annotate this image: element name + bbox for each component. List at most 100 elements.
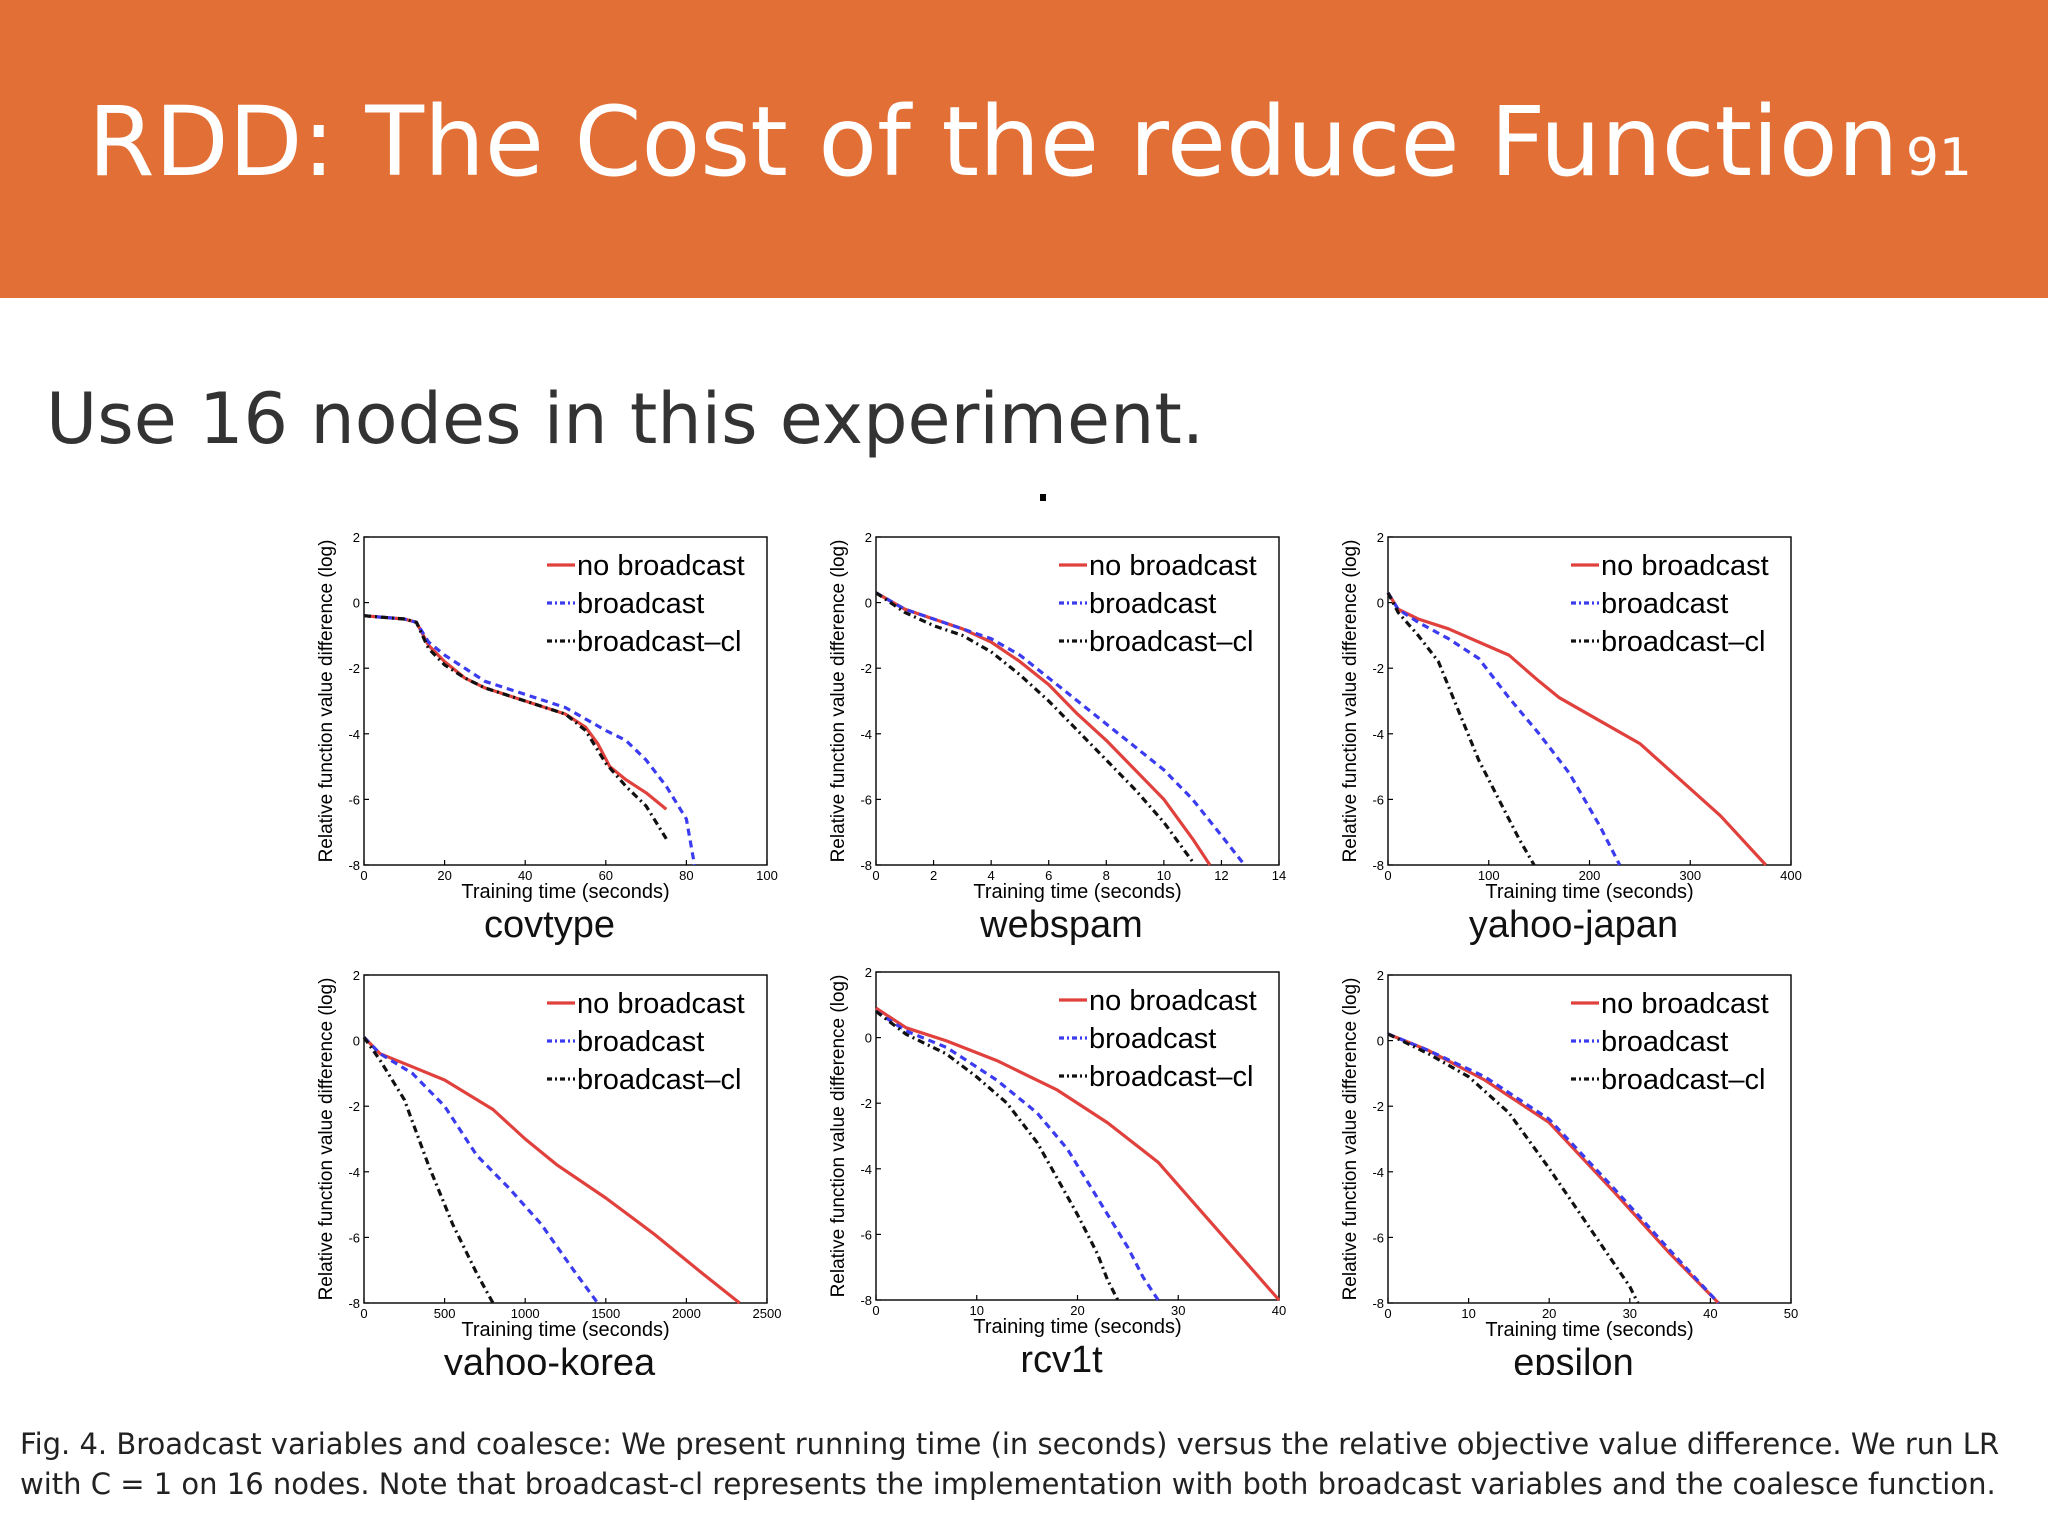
y-tick-label: 2 [865, 965, 872, 980]
x-tick-label: 8 [1103, 868, 1110, 883]
series-line-broadcast [875, 591, 1246, 866]
chart-title: webspam [979, 904, 1143, 946]
legend-label: broadcast [1089, 1023, 1216, 1055]
x-tick-label: 400 [1780, 868, 1802, 883]
plot-frame [875, 536, 1280, 866]
series-line-broadcast-cl [362, 1036, 495, 1304]
x-tick-label: 6 [1045, 868, 1052, 883]
x-axis-label: Training time (seconds) [973, 881, 1181, 903]
y-tick-label: -8 [860, 1293, 872, 1308]
y-tick-label: -6 [860, 792, 872, 807]
y-tick-label: 2 [353, 530, 360, 545]
y-tick-label: -8 [348, 1296, 360, 1311]
legend-label: no broadcast [577, 550, 745, 582]
title-bar: RDD: The Cost of the reduce Function 91 [0, 0, 2048, 298]
y-tick-label: -4 [860, 727, 872, 742]
legend-label: broadcast–cl [1601, 626, 1765, 658]
y-axis-label: Relative function value difference (log) [1340, 540, 1361, 863]
x-tick-label: 12 [1214, 868, 1228, 883]
series-line-broadcast-cl [1387, 1032, 1640, 1304]
x-tick-label: 10 [1157, 868, 1171, 883]
x-axis-label: Training time (seconds) [461, 881, 669, 903]
x-tick-label: 40 [518, 868, 532, 883]
x-tick-label: 0 [360, 1306, 367, 1321]
x-tick-label: 40 [1272, 1303, 1286, 1318]
y-tick-label: -6 [348, 792, 360, 807]
x-tick-label: 0 [1384, 1306, 1391, 1321]
plot-frame [875, 971, 1280, 1301]
x-tick-label: 2500 [753, 1306, 782, 1321]
x-tick-label: 300 [1679, 868, 1701, 883]
x-tick-label: 2 [930, 868, 937, 883]
y-tick-label: -2 [348, 1099, 360, 1114]
chart-title: yahoo-korea [444, 1342, 656, 1375]
figure-caption: Fig. 4. Broadcast variables and coalesce… [20, 1427, 2000, 1501]
x-tick-label: 30 [1623, 1306, 1637, 1321]
legend-label: broadcast [577, 1026, 704, 1058]
y-tick-label: 0 [353, 596, 360, 611]
x-tick-label: 30 [1171, 1303, 1185, 1318]
chart-title: epsilon [1513, 1342, 1633, 1375]
x-tick-label: 1000 [511, 1306, 540, 1321]
y-tick-label: -6 [348, 1230, 360, 1245]
slide-subtitle: Use 16 nodes in this experiment. [46, 378, 1205, 460]
x-tick-label: 20 [437, 868, 451, 883]
chart-title: yahoo-japan [1469, 904, 1678, 946]
x-tick-label: 500 [434, 1306, 456, 1321]
legend-label: broadcast [577, 588, 704, 620]
chart-title: covtype [484, 904, 615, 946]
legend-label: broadcast–cl [577, 1064, 741, 1096]
y-tick-label: 2 [353, 968, 360, 983]
series-line-no-broadcast [875, 1006, 1281, 1302]
y-tick-label: -2 [1372, 1099, 1384, 1114]
y-tick-label: 2 [1377, 968, 1384, 983]
legend-label: broadcast–cl [1089, 626, 1253, 658]
y-tick-label: 0 [1377, 596, 1384, 611]
series-line-broadcast-cl [875, 1010, 1120, 1301]
x-tick-label: 100 [756, 868, 778, 883]
slide-title: RDD: The Cost of the reduce Function [88, 86, 1899, 198]
y-tick-label: -8 [1372, 858, 1384, 873]
x-tick-label: 0 [872, 868, 879, 883]
y-tick-label: -8 [348, 858, 360, 873]
y-tick-label: -2 [1372, 661, 1384, 676]
x-tick-label: 60 [599, 868, 613, 883]
x-tick-label: 0 [1384, 868, 1391, 883]
y-tick-label: 2 [1377, 530, 1384, 545]
y-tick-label: 0 [1377, 1034, 1384, 1049]
y-tick-label: -4 [348, 1165, 360, 1180]
series-line-no-broadcast [1387, 1032, 1720, 1305]
y-tick-label: -2 [860, 661, 872, 676]
y-axis-label: Relative function value difference (log) [1340, 978, 1361, 1301]
y-tick-label: -6 [1372, 1230, 1384, 1245]
y-tick-label: -2 [860, 1096, 872, 1111]
plot-frame [1387, 536, 1792, 866]
legend-label: broadcast [1601, 588, 1728, 620]
x-tick-label: 20 [1542, 1306, 1556, 1321]
y-tick-label: -4 [1372, 727, 1384, 742]
legend-label: no broadcast [577, 988, 745, 1020]
legend-label: broadcast [1601, 1026, 1728, 1058]
y-axis-label: Relative function value difference (log) [316, 540, 337, 863]
y-tick-label: -4 [860, 1162, 872, 1177]
x-tick-label: 100 [1478, 868, 1500, 883]
y-tick-label: 2 [865, 530, 872, 545]
series-line-broadcast-cl [1386, 592, 1536, 866]
x-tick-label: 20 [1070, 1303, 1084, 1318]
plot-frame [363, 974, 768, 1304]
y-axis-label: Relative function value difference (log) [828, 975, 849, 1298]
y-tick-label: -4 [348, 727, 360, 742]
legend-label: no broadcast [1601, 988, 1769, 1020]
x-tick-label: 0 [872, 1303, 879, 1318]
x-axis-label: Training time (seconds) [1485, 1319, 1693, 1341]
series-line-no-broadcast [1386, 591, 1767, 867]
x-axis-label: Training time (seconds) [973, 1316, 1181, 1338]
x-tick-label: 50 [1784, 1306, 1798, 1321]
y-tick-label: -6 [860, 1227, 872, 1242]
legend-label: broadcast [1089, 588, 1216, 620]
x-tick-label: 2000 [672, 1306, 701, 1321]
page-number: 91 [1905, 128, 1972, 188]
